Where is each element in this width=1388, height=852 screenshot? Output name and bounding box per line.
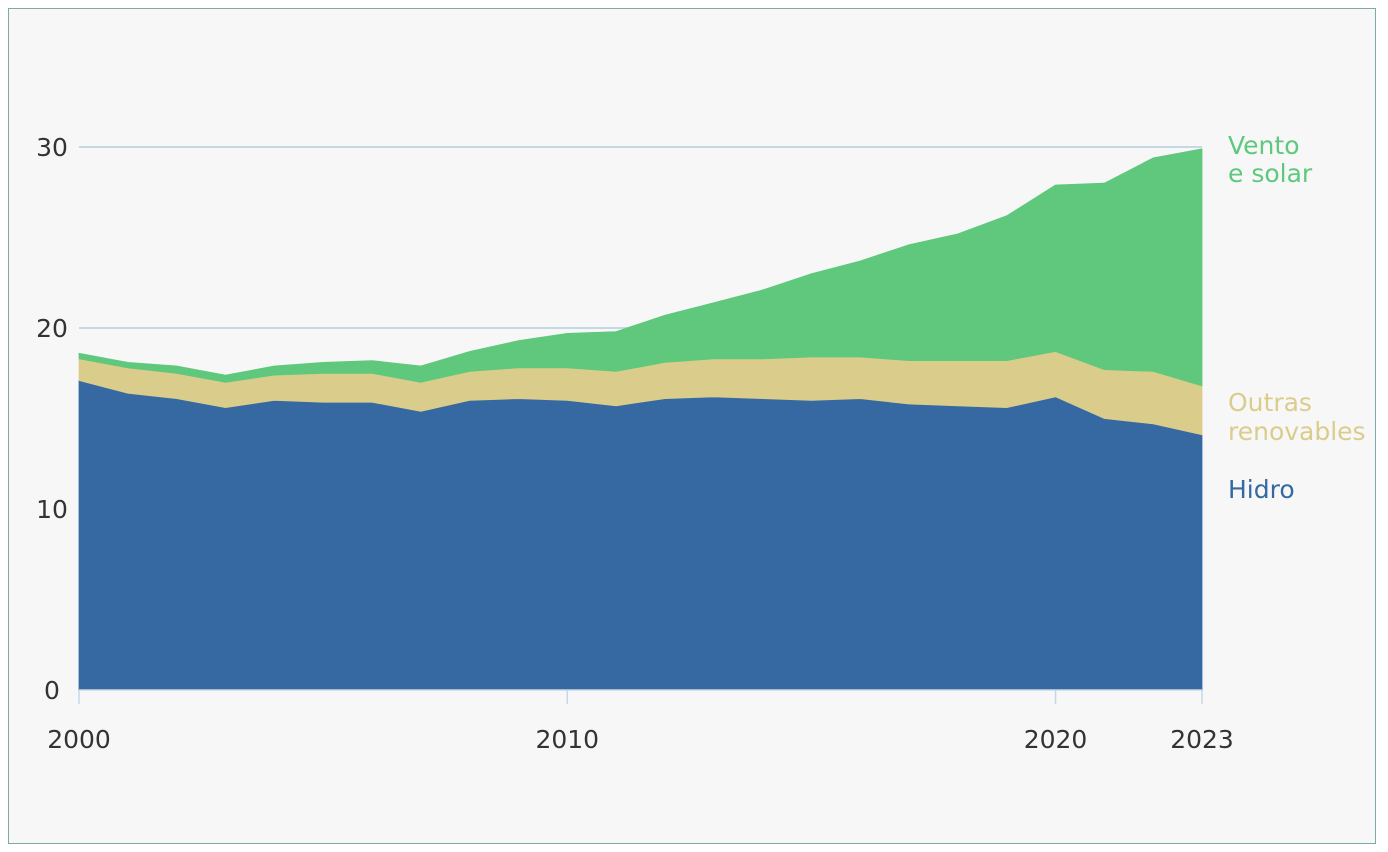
y-tick-label-30: 30	[36, 133, 68, 162]
axis-layer: 2000 2010 2020 2023 0 10 20 30	[36, 133, 1234, 754]
series-label-outras-renovables: Outras renovables	[1228, 388, 1366, 446]
series-label-line: Vento	[1228, 131, 1299, 160]
series-label-line: Hidro	[1228, 475, 1295, 504]
series-label-layer: Hidro Outras renovables Vento e solar	[1228, 131, 1366, 504]
series-label-hidro: Hidro	[1228, 475, 1295, 504]
y-tick-label-10: 10	[36, 495, 68, 524]
series-label-vento-e-solar: Vento e solar	[1228, 131, 1313, 188]
series-label-line: renovables	[1228, 417, 1366, 446]
x-tick-label-2023: 2023	[1170, 725, 1234, 754]
x-tick-label-2010: 2010	[535, 725, 599, 754]
x-tick-label-2020: 2020	[1024, 725, 1088, 754]
series-label-line: e solar	[1228, 159, 1313, 188]
area-layer	[78, 148, 1203, 691]
area-vento-e-solar	[78, 148, 1203, 387]
y-tick-label-0: 0	[44, 676, 60, 705]
x-tick-label-2000: 2000	[47, 725, 111, 754]
area-hidro	[78, 379, 1203, 691]
y-tick-label-20: 20	[36, 314, 68, 343]
series-label-line: Outras	[1228, 388, 1312, 417]
